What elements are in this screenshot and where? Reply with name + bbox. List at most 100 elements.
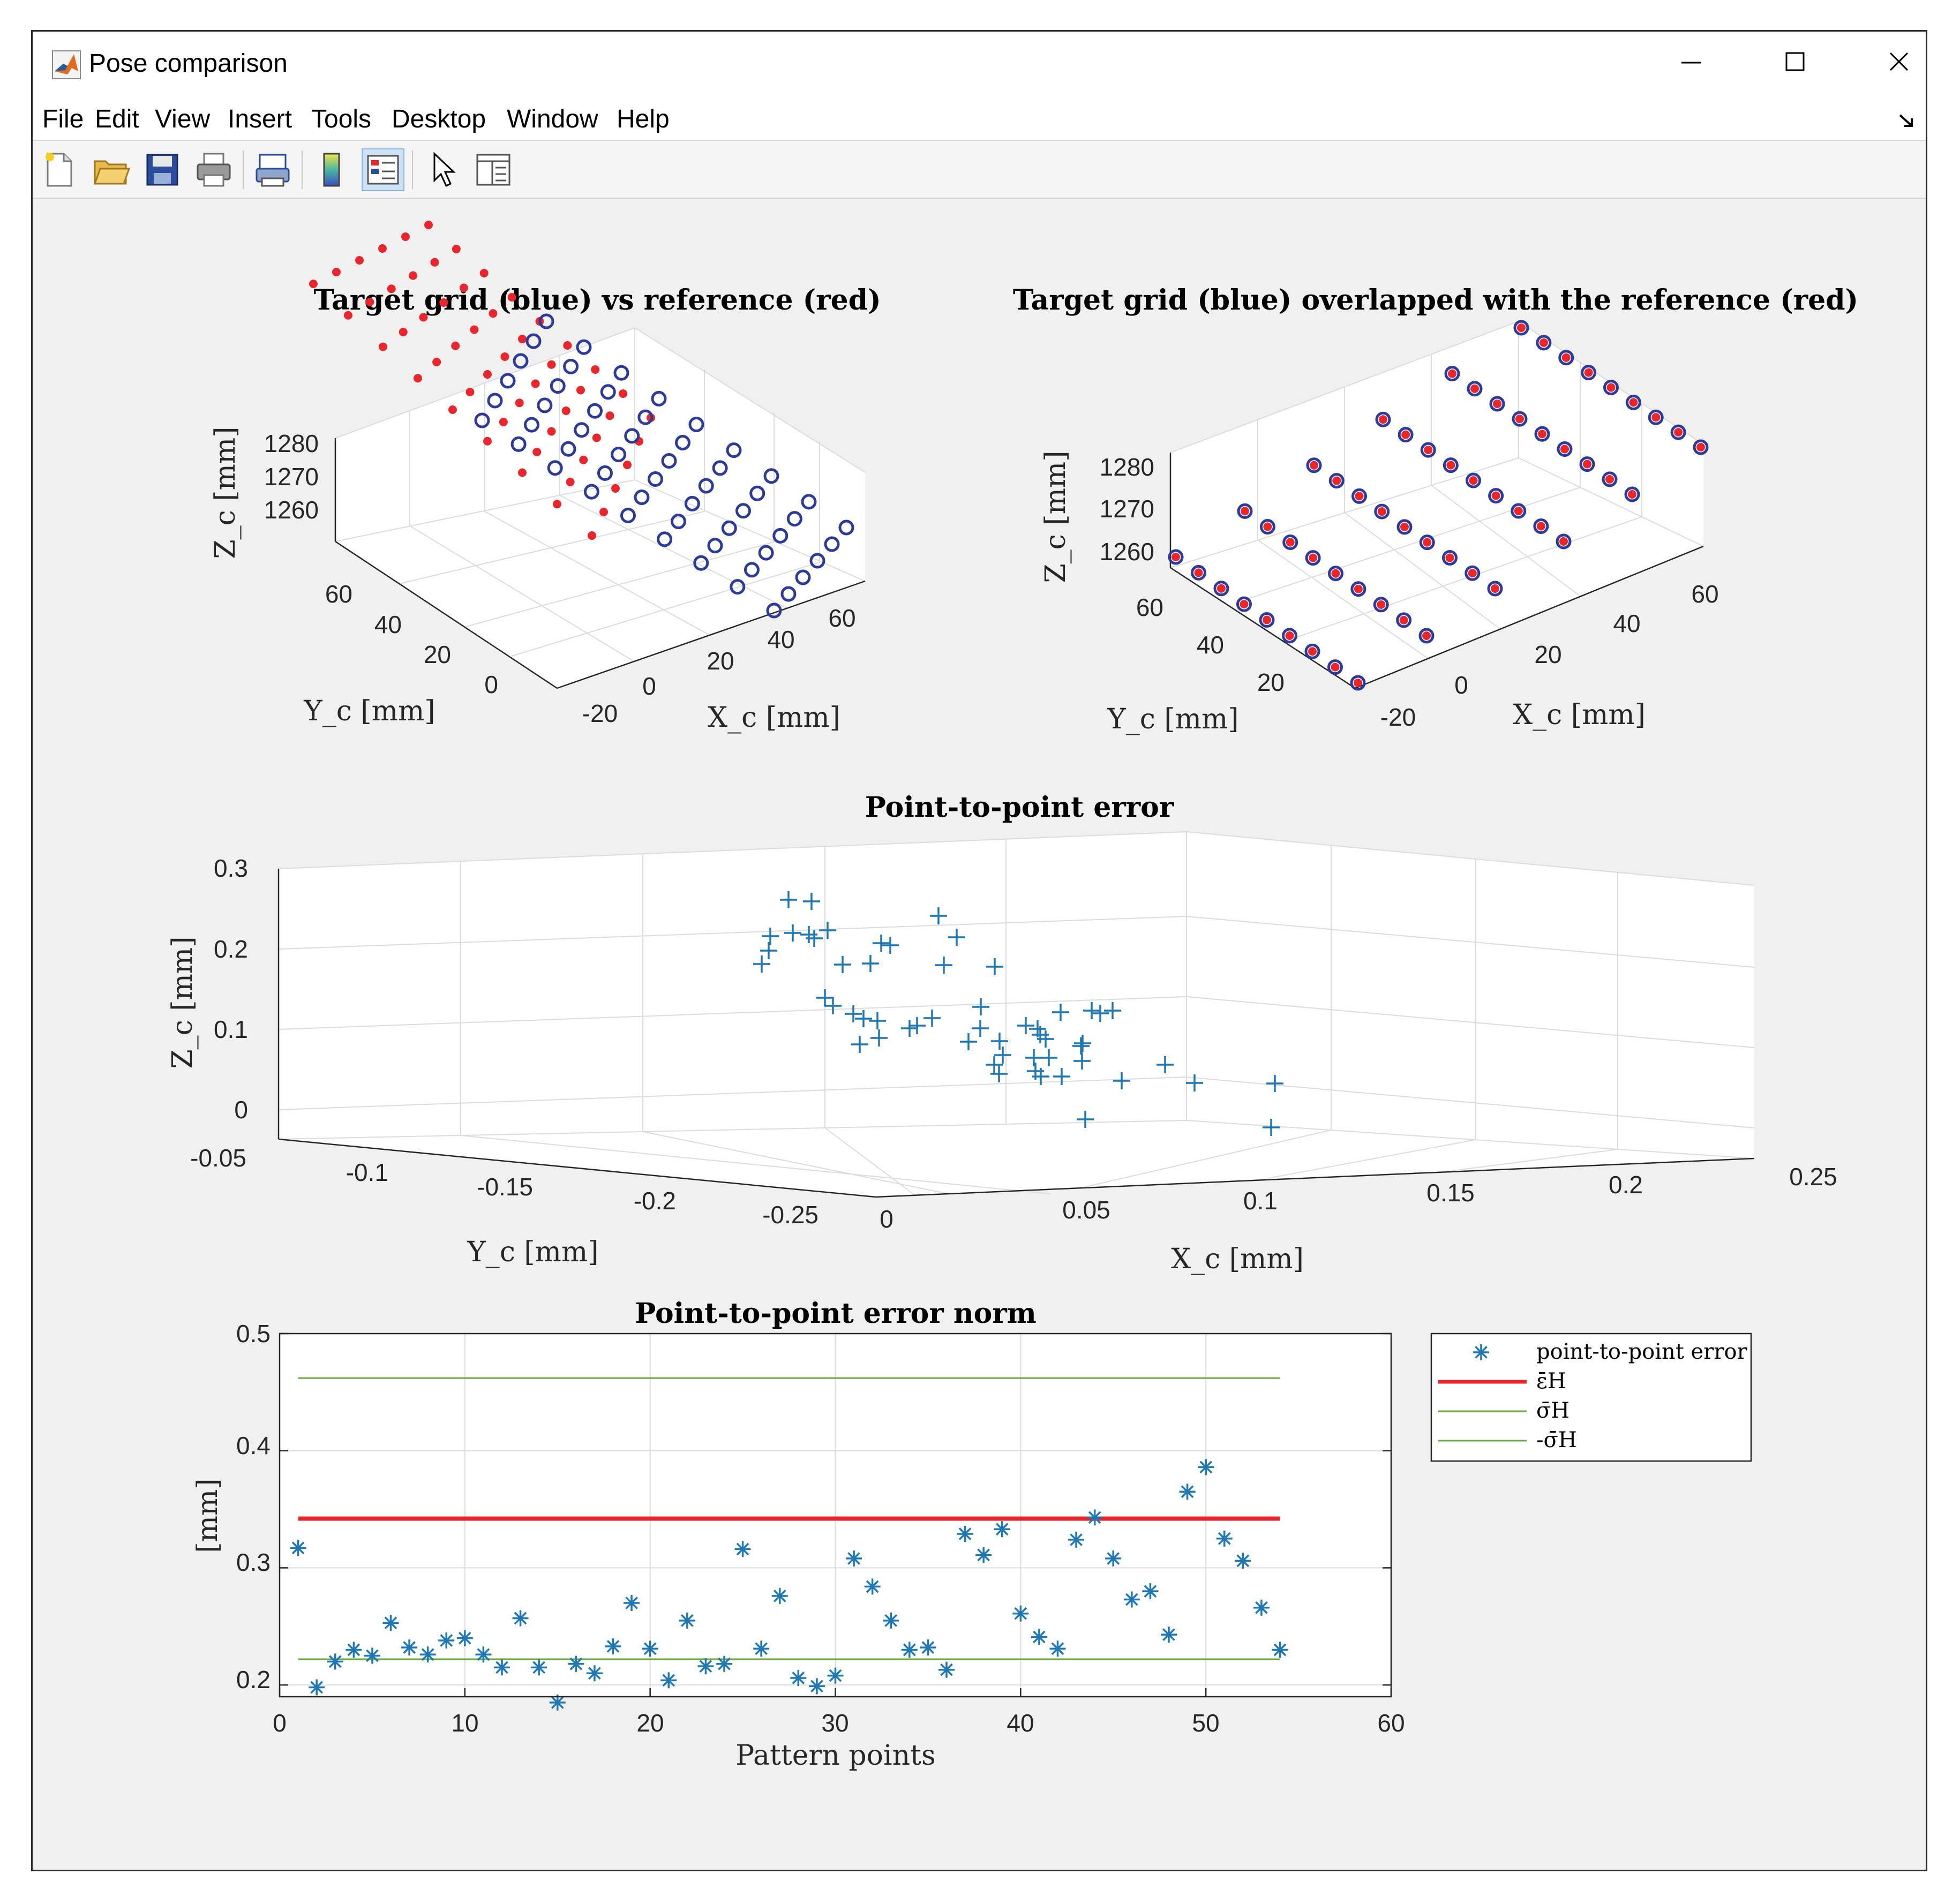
menu-tools[interactable]: Tools [311, 105, 372, 133]
plot2-z-label: Z_c [mm] [1040, 451, 1072, 583]
error-norm-marker [290, 1540, 306, 1556]
minimize-icon[interactable] [1659, 41, 1723, 84]
maximize-icon[interactable] [1763, 41, 1827, 84]
property-inspector-icon[interactable] [473, 149, 514, 190]
menu-file[interactable]: File [42, 105, 84, 133]
error-point-marker [1113, 1072, 1130, 1089]
target-point-marker [1375, 411, 1391, 427]
target-point-marker [587, 403, 603, 419]
plot1-markers [309, 221, 854, 619]
error-norm-marker [771, 1587, 788, 1604]
plot2-floor [1170, 458, 1703, 688]
plot1-y-tick: 40 [374, 611, 402, 638]
reference-point-marker [1422, 631, 1431, 640]
target-point-marker [510, 436, 527, 452]
reference-point-marker [387, 284, 396, 293]
target-point-marker [1237, 503, 1253, 519]
error-point-marker [908, 1017, 926, 1034]
plot4-y-tick: 0.3 [236, 1548, 271, 1576]
target-point-marker [1602, 471, 1618, 487]
target-point-marker [613, 365, 629, 381]
reference-point-marker [483, 436, 492, 446]
toolbar-separator [243, 150, 244, 189]
target-point-marker [1443, 457, 1459, 473]
target-point-marker [1398, 427, 1414, 443]
reference-point-marker [1468, 569, 1477, 578]
error-norm-marker [456, 1630, 473, 1646]
target-point-marker [766, 603, 782, 619]
error-norm-marker [679, 1612, 695, 1629]
error-norm-marker [1012, 1605, 1029, 1622]
target-point-marker [1489, 396, 1505, 412]
reference-point-marker [470, 325, 479, 334]
target-point-marker [1557, 441, 1573, 457]
reference-point-marker [479, 269, 489, 277]
plot3-z-tick: 0.3 [214, 854, 248, 882]
target-point-marker [1259, 518, 1275, 535]
plot1-side-wall [635, 328, 865, 581]
error-norm-marker [605, 1638, 621, 1654]
legend-entry-marker [1473, 1344, 1489, 1360]
reference-point-marker [1469, 476, 1478, 485]
menu-edit[interactable]: Edit [95, 105, 139, 133]
target-point-marker [1488, 488, 1504, 504]
legend-box [1430, 1333, 1752, 1462]
target-point-marker [688, 417, 704, 432]
reference-point-marker [561, 406, 570, 415]
error-point-marker [882, 937, 899, 954]
target-point-marker [693, 555, 709, 571]
plot4-y-tick: 0.5 [236, 1320, 271, 1348]
error-point-marker [990, 1065, 1008, 1082]
target-point-marker [525, 333, 542, 349]
target-point-marker [795, 569, 811, 585]
error-norm-marker [1179, 1484, 1196, 1500]
target-point-marker [749, 485, 765, 501]
reference-point-marker [1377, 507, 1386, 516]
error-point-marker [901, 1020, 918, 1037]
link-plot-icon[interactable] [252, 149, 293, 190]
menu-help[interactable]: Help [617, 105, 670, 133]
menu-insert[interactable]: Insert [228, 105, 292, 133]
menu-window[interactable]: Window [507, 105, 598, 133]
toolbar [33, 140, 1926, 199]
reference-point-marker [1606, 383, 1616, 392]
error-norm-marker [901, 1642, 918, 1658]
plot4-legend[interactable]: point-to-point error ε̄H σ̄H -σ̄H [1430, 1333, 1752, 1462]
reference-point-marker [1448, 369, 1456, 378]
legend-icon[interactable] [362, 148, 404, 191]
colorbar-icon[interactable] [311, 149, 352, 190]
error-norm-marker [697, 1658, 714, 1675]
plot3-grid [278, 831, 1755, 1196]
target-point-marker [1351, 488, 1367, 504]
reference-point-marker [1401, 430, 1410, 439]
title-bar[interactable]: Pose comparison [33, 32, 1926, 98]
target-point-marker [780, 586, 797, 602]
edit-plot-arrow-icon[interactable] [422, 149, 462, 190]
plot1-x-axis [557, 580, 866, 689]
new-figure-icon[interactable] [39, 149, 80, 190]
target-point-marker [487, 393, 503, 409]
menu-desktop[interactable]: Desktop [392, 105, 486, 133]
target-point-marker [1487, 581, 1503, 597]
target-point-marker [712, 460, 728, 476]
error-norm-marker [1123, 1591, 1140, 1608]
target-point-marker [1327, 659, 1343, 675]
print-icon[interactable] [193, 149, 234, 190]
target-point-marker [721, 520, 737, 536]
error-point-marker [824, 997, 842, 1014]
open-file-icon[interactable] [91, 149, 131, 190]
target-point-marker [576, 339, 592, 355]
reference-point-marker [409, 271, 418, 280]
dock-arrow-icon[interactable] [1896, 110, 1917, 131]
error-norm-marker [1068, 1531, 1085, 1548]
target-point-marker [1603, 380, 1619, 395]
reference-point-marker [1629, 398, 1638, 407]
close-icon[interactable] [1867, 41, 1931, 84]
save-icon[interactable] [142, 149, 183, 190]
plot4-x-tick: 0 [273, 1709, 287, 1737]
plot4-x-tick: 10 [451, 1709, 478, 1737]
plot4-x-tick: 30 [821, 1709, 848, 1737]
menu-view[interactable]: View [155, 105, 211, 133]
target-point-marker [730, 579, 746, 595]
reference-point-marker [1309, 553, 1318, 562]
